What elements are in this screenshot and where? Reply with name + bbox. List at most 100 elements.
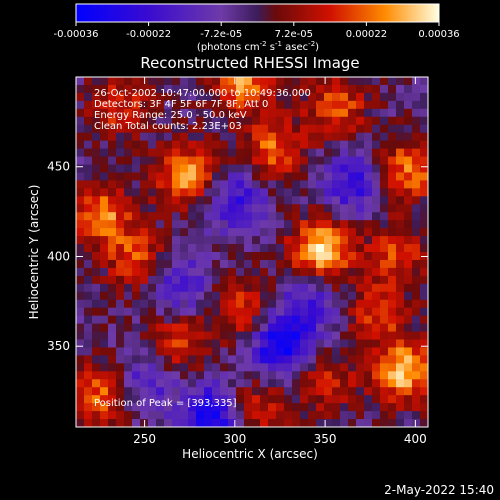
heatmap-cell [172,252,181,261]
heatmap-cell [404,220,413,229]
heatmap-cell [180,204,189,213]
heatmap-cell [412,132,421,142]
heatmap-cell [164,124,173,134]
heatmap-cell [276,156,285,165]
heatmap-cell [244,267,253,277]
heatmap-cell [92,180,101,189]
heatmap-cell [340,331,349,340]
heatmap-cell [156,275,165,285]
heatmap-cell [108,403,117,412]
heatmap-cell [324,252,333,261]
heatmap-cell [148,267,157,277]
heatmap-cell [212,411,221,420]
heatmap-cell [156,323,165,333]
heatmap-cell [164,84,173,94]
heatmap-cell [284,267,293,277]
heatmap-cell [260,363,269,372]
heatmap-cell [396,299,405,309]
heatmap-cell [404,363,413,372]
heatmap-cell [276,267,285,277]
heatmap-cell [244,347,253,356]
heatmap-cell [292,172,301,181]
heatmap-cell [140,180,149,189]
heatmap-cell [260,403,269,412]
heatmap-cell [76,395,85,404]
heatmap-cell [124,299,133,309]
heatmap-cell [100,363,109,372]
heatmap-cell [276,196,285,205]
heatmap-cell [412,164,421,173]
heatmap-cell [100,188,109,197]
heatmap-cell [156,291,165,301]
heatmap-cell [132,124,141,134]
heatmap-cell [212,100,221,110]
heatmap-cell [172,204,181,213]
heatmap-cell [244,244,253,253]
heatmap-cell [364,411,373,420]
heatmap-cell [412,196,421,205]
heatmap-cell [308,307,317,317]
heatmap-cell [324,164,333,173]
heatmap-cell [404,419,413,427]
heatmap-cell [348,387,357,396]
heatmap-cell [212,275,221,285]
heatmap-cell [372,339,381,348]
heatmap-cell [420,355,428,364]
heatmap-cell [340,387,349,396]
heatmap-cell [92,188,101,197]
heatmap-cell [164,307,173,317]
heatmap-cell [172,275,181,285]
heatmap-cell [348,236,357,245]
heatmap-cell [212,339,221,348]
heatmap-cell [324,148,333,158]
heatmap-cell [268,180,277,189]
heatmap-cell [340,419,349,427]
heatmap-cell [356,77,365,86]
heatmap-cell [84,259,93,269]
heatmap-cell [308,84,317,94]
heatmap-cell [228,291,237,301]
heatmap-cell [420,267,428,277]
heatmap-cell [404,236,413,245]
heatmap-cell [420,228,428,237]
heatmap-image [76,77,428,427]
heatmap-cell [228,228,237,237]
heatmap-cell [212,379,221,388]
heatmap-cell [172,379,181,388]
heatmap-cell [140,244,149,253]
heatmap-cell [204,395,213,404]
heatmap-cell [340,196,349,205]
heatmap-cell [108,307,117,317]
heatmap-cell [348,204,357,213]
heatmap-cell [380,419,389,427]
heatmap-cell [148,419,157,427]
heatmap-cell [284,379,293,388]
heatmap-cell [300,339,309,348]
heatmap-cell [388,100,397,110]
heatmap-cell [92,363,101,372]
heatmap-cell [92,395,101,404]
heatmap-cell [260,156,269,165]
heatmap-cell [356,92,365,102]
heatmap-cell [124,116,133,126]
heatmap-cell [244,291,253,301]
heatmap-cell [148,355,157,364]
heatmap-cell [260,236,269,245]
heatmap-cell [268,220,277,229]
heatmap-cell [236,419,245,427]
heatmap-cell [396,244,405,253]
heatmap-cell [284,244,293,253]
heatmap-cell [308,164,317,173]
heatmap-cell [316,116,325,126]
heatmap-cell [100,140,109,150]
heatmap-cell [300,228,309,237]
heatmap-cell [324,156,333,165]
heatmap-cell [380,403,389,412]
heatmap-cell [212,323,221,333]
heatmap-cell [308,275,317,285]
heatmap-cell [348,347,357,356]
heatmap-cell [84,252,93,261]
heatmap-cell [172,156,181,165]
heatmap-cell [268,339,277,348]
heatmap-cell [196,283,205,293]
